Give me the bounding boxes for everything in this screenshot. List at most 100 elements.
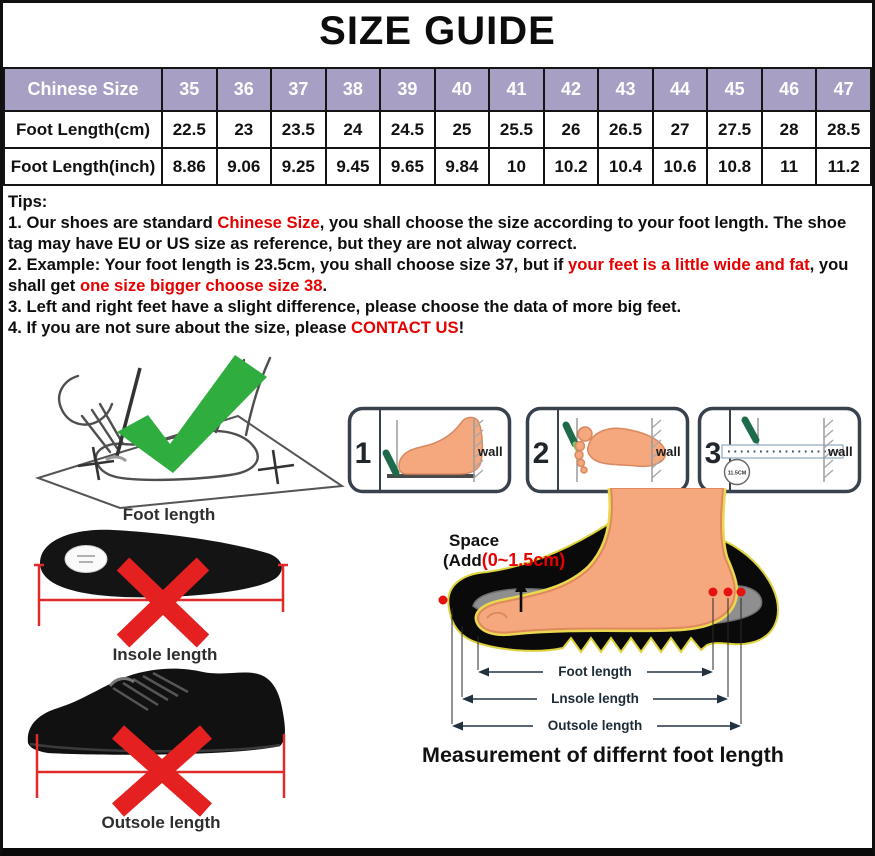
wall-label: wall — [655, 444, 681, 459]
measure-dots — [438, 587, 746, 605]
step-number: 3 — [705, 437, 722, 470]
insole-length-label: Insole length — [112, 645, 218, 664]
inch-value-cell: 9.06 — [215, 147, 273, 186]
size-value-cell: 44 — [651, 67, 709, 112]
lace-knot — [108, 677, 135, 687]
tip-1: 1. Our shoes are standard Chinese Size, … — [8, 213, 847, 253]
cm-value-cell: 26.5 — [597, 110, 654, 149]
laces — [112, 671, 189, 712]
foot-length-inch-row: Foot Length(inch) 8.86 9.06 9.25 9.45 9.65 9.… — [3, 147, 872, 186]
big-toe-crease — [486, 611, 508, 619]
row-label: Foot Length(cm) — [3, 110, 163, 149]
cm-value-cell: 28 — [760, 110, 818, 149]
pencil-icon — [115, 367, 142, 457]
size-value-cell: 47 — [815, 67, 872, 112]
foot-length-arrow: Foot length — [478, 662, 713, 681]
insole-brand-label — [64, 545, 108, 573]
space-annotation: Space (Add(0~1.5cm) — [443, 531, 565, 612]
pen-icon — [382, 449, 400, 477]
measure-step-1-panel: 1 wall — [347, 406, 512, 494]
sneaker-sole-line — [29, 742, 281, 753]
toe-cross-mark — [77, 446, 115, 481]
footprint-top-view — [574, 426, 667, 474]
inch-value-cell: 10 — [488, 147, 545, 186]
wall-hatch — [823, 418, 834, 482]
svg-text:(Add(0~1.5cm): (Add(0~1.5cm) — [443, 550, 565, 570]
inch-value-cell: 9.84 — [433, 147, 491, 186]
guide-lines — [451, 598, 742, 724]
wall-hatch — [473, 418, 484, 482]
sneaker-body — [27, 668, 285, 755]
measure-step-3-panel: 3 11.5CM wall — [697, 406, 862, 494]
heel-cross-mark — [257, 449, 295, 485]
insole-shape — [39, 529, 282, 598]
tip-3: 3. Left and right feet have a slight dif… — [8, 297, 682, 316]
size-header-label: Chinese Size — [3, 67, 163, 112]
tip-4: 4. If you are not sure about the size, p… — [8, 318, 465, 337]
cm-value-cell: 24 — [324, 110, 382, 149]
size-value-cell: 42 — [542, 67, 600, 112]
size-table: Chinese Size 35 36 37 38 39 40 41 42 43 44 45 46 47 … — [3, 67, 872, 186]
sneaker-illustration — [27, 668, 286, 817]
tip-2: 2. Example: Your foot length is 23.5cm, … — [8, 255, 849, 295]
inch-value-cell: 11.2 — [815, 147, 872, 186]
pen-icon — [741, 416, 760, 444]
size-value-cell: 41 — [488, 67, 545, 112]
inch-value-cell: 9.25 — [270, 147, 327, 186]
insole-illustration — [34, 529, 288, 648]
hand-sketch — [57, 374, 114, 426]
tips-section: Tips: 1. Our shoes are standard Chinese … — [8, 191, 872, 338]
size-value-cell: 43 — [597, 67, 654, 112]
foot-length-cm-row: Foot Length(cm) 22.5 23 23.5 24 24.5 25 25.5 26… — [3, 110, 872, 149]
step-number: 1 — [355, 437, 372, 470]
size-value-cell: 46 — [760, 67, 818, 112]
pencil-mark — [105, 455, 128, 463]
inch-value-cell: 9.45 — [324, 147, 382, 186]
floor-board — [387, 474, 475, 478]
wall-hatch — [651, 418, 662, 482]
x-mark-icon — [112, 725, 212, 817]
ruler-size-circle — [723, 458, 751, 486]
size-value-cell: 45 — [706, 67, 763, 112]
foot-tracing-illustration — [34, 355, 345, 510]
page-title: SIZE GUIDE — [319, 9, 556, 53]
foot-in-shoe — [477, 488, 736, 634]
svg-text:Outsole length: Outsole length — [548, 718, 643, 733]
inch-value-cell: 11 — [760, 147, 818, 186]
cm-value-cell: 25 — [433, 110, 491, 149]
fingers-sketch — [80, 402, 125, 454]
pen-icon — [562, 421, 579, 448]
cm-value-cell: 27 — [651, 110, 709, 149]
svg-text:Lnsole length: Lnsole length — [551, 691, 639, 706]
size-value-cell: 39 — [379, 67, 436, 112]
step-number: 2 — [533, 437, 550, 470]
tips-heading: Tips: — [8, 192, 48, 211]
insole-label-marks — [77, 555, 95, 563]
measure-step-2-panel: 2 wall — [525, 406, 690, 494]
check-icon — [117, 355, 267, 473]
row-label: Foot Length(inch) — [3, 147, 163, 186]
wall-label: wall — [827, 444, 853, 459]
cm-value-cell: 28.5 — [815, 110, 872, 149]
size-value-cell: 35 — [161, 67, 218, 112]
cm-value-cell: 27.5 — [706, 110, 763, 149]
wall-label: wall — [477, 444, 503, 459]
outsole-length-arrow: Outsole length — [452, 716, 741, 735]
ruler-size-label: 11.5CM — [728, 471, 747, 477]
outsole-length-label: Outsole length — [101, 813, 221, 832]
foot-length-label: Foot length — [122, 505, 216, 524]
foot-measurement-diagram: Space (Add(0~1.5cm) Foot length Lnsole l… — [438, 488, 779, 735]
cm-value-cell: 24.5 — [379, 110, 436, 149]
cm-value-cell: 25.5 — [488, 110, 545, 149]
size-value-cell: 36 — [215, 67, 273, 112]
inch-value-cell: 10.4 — [597, 147, 654, 186]
insole-length-arrow: Lnsole length — [462, 689, 728, 708]
ruler — [721, 444, 844, 459]
cm-value-cell: 22.5 — [161, 110, 218, 149]
inch-value-cell: 10.6 — [651, 147, 709, 186]
svg-text:Foot length: Foot length — [558, 664, 631, 679]
inch-value-cell: 10.8 — [706, 147, 763, 186]
inch-value-cell: 10.2 — [542, 147, 600, 186]
size-header-row: Chinese Size 35 36 37 38 39 40 41 42 43 44 45 46 47 — [3, 67, 872, 112]
